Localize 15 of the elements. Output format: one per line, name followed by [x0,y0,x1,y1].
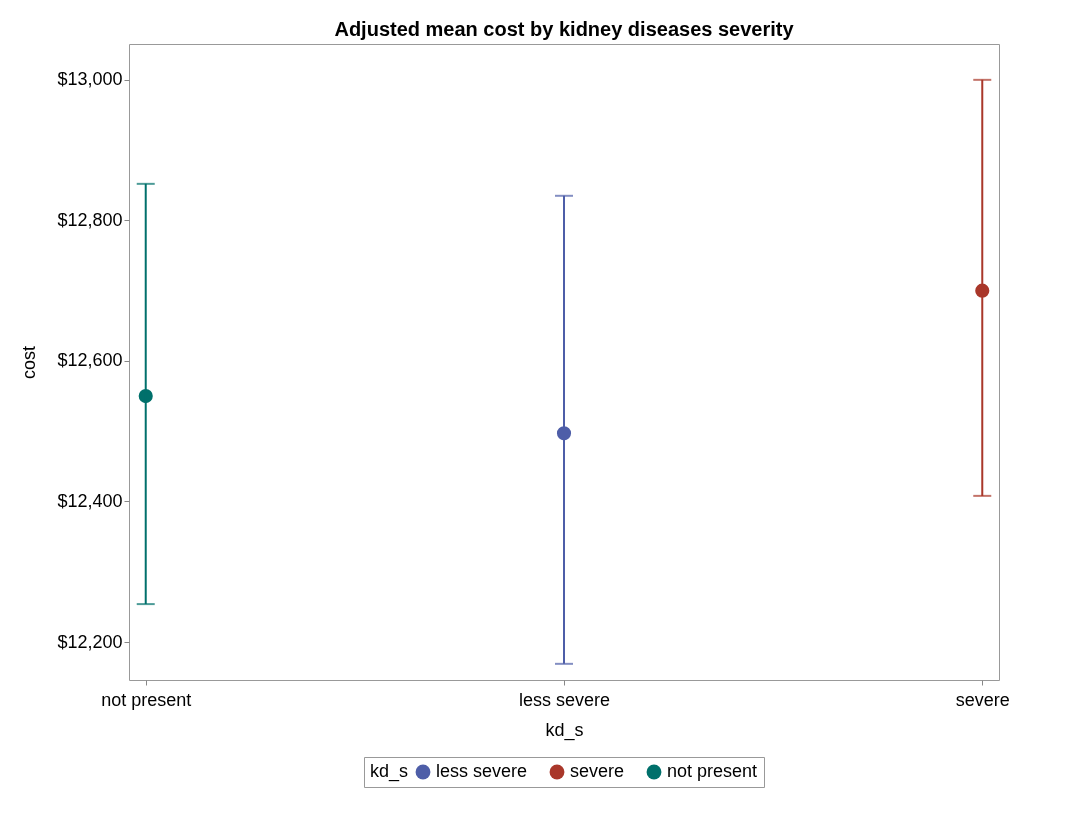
x-tick-label: not present [101,689,192,710]
y-tick-label: $12,200 [57,631,123,652]
legend-label: severe [570,761,625,781]
x-tick-label: severe [955,689,1010,710]
y-tick-label: $12,800 [57,209,123,230]
legend-label: not present [667,761,758,781]
x-tick-label: less severe [518,689,611,710]
legend-title: kd_s [370,761,409,782]
y-tick-label: $13,000 [57,69,123,90]
legend-label: less severe [436,761,528,781]
x-axis-title: kd_s [545,719,584,741]
chart-title: Adjusted mean cost by kidney diseases severity [334,18,795,40]
y-axis-title: cost [19,345,40,380]
y-tick-label: $12,400 [57,491,123,511]
y-tick-label: $12,600 [57,350,123,371]
